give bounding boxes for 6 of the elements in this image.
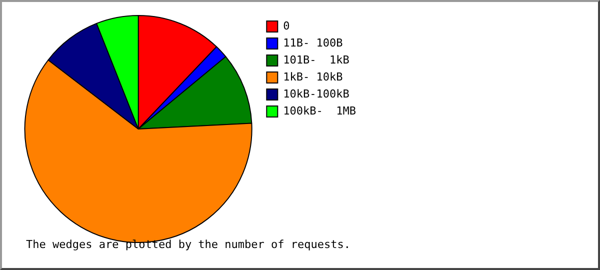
legend-label: 101B- 1kB (283, 53, 350, 66)
legend-label: 0 (283, 19, 290, 32)
legend-label: 1kB- 10kB (283, 70, 344, 84)
legend-label: 10kB-100kB (283, 87, 350, 100)
legend-label: 11B- 100B (283, 36, 344, 50)
legend-label: 100kB- 1MB (283, 104, 356, 118)
